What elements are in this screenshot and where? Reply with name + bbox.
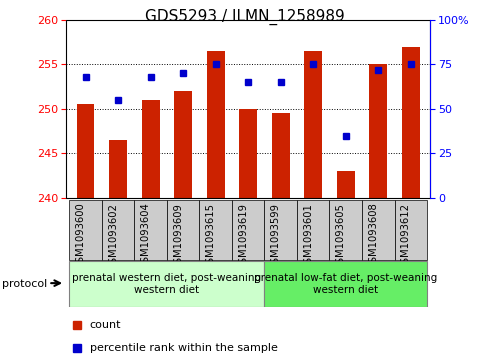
Text: prenatal low-fat diet, post-weaning
western diet: prenatal low-fat diet, post-weaning west… — [254, 273, 436, 295]
Text: GSM1093615: GSM1093615 — [205, 203, 215, 270]
FancyBboxPatch shape — [231, 200, 264, 260]
FancyBboxPatch shape — [264, 200, 296, 260]
Text: GSM1093612: GSM1093612 — [400, 203, 410, 270]
FancyBboxPatch shape — [296, 200, 329, 260]
Text: prenatal western diet, post-weaning
western diet: prenatal western diet, post-weaning west… — [72, 273, 261, 295]
Bar — [239, 109, 257, 198]
FancyBboxPatch shape — [361, 200, 394, 260]
Bar — [271, 113, 289, 198]
Text: GDS5293 / ILMN_1258989: GDS5293 / ILMN_1258989 — [144, 9, 344, 25]
FancyBboxPatch shape — [69, 261, 264, 307]
Bar — [77, 105, 94, 198]
Bar — [304, 51, 322, 198]
Text: GSM1093604: GSM1093604 — [140, 203, 150, 269]
Bar — [142, 100, 159, 198]
Text: GSM1093599: GSM1093599 — [270, 203, 280, 270]
FancyBboxPatch shape — [69, 200, 102, 260]
Bar — [206, 51, 224, 198]
Text: percentile rank within the sample: percentile rank within the sample — [89, 343, 277, 352]
Text: protocol: protocol — [2, 279, 48, 289]
FancyBboxPatch shape — [102, 200, 134, 260]
FancyBboxPatch shape — [264, 261, 426, 307]
Text: GSM1093608: GSM1093608 — [367, 203, 378, 269]
Text: GSM1093602: GSM1093602 — [108, 203, 118, 269]
FancyBboxPatch shape — [394, 200, 426, 260]
Bar — [174, 91, 192, 198]
Text: GSM1093605: GSM1093605 — [335, 203, 345, 269]
FancyBboxPatch shape — [329, 200, 361, 260]
Bar — [336, 171, 354, 198]
FancyBboxPatch shape — [134, 200, 166, 260]
Text: GSM1093609: GSM1093609 — [173, 203, 183, 269]
FancyBboxPatch shape — [199, 200, 231, 260]
Bar — [368, 65, 386, 198]
FancyBboxPatch shape — [166, 200, 199, 260]
Bar — [109, 140, 127, 198]
Bar — [401, 47, 419, 198]
Text: GSM1093619: GSM1093619 — [238, 203, 247, 270]
Text: GSM1093600: GSM1093600 — [75, 203, 85, 269]
Text: GSM1093601: GSM1093601 — [303, 203, 313, 269]
Text: count: count — [89, 321, 121, 330]
